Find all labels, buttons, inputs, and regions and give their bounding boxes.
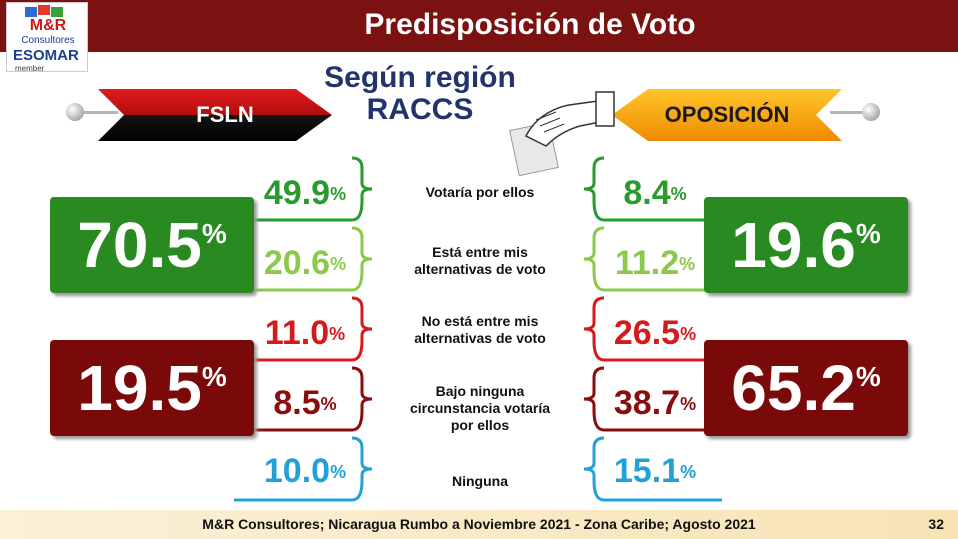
percent-sign: % <box>680 462 697 482</box>
fsln-bracket-r4 <box>234 366 373 432</box>
oposicion-value-r3: 26.5% <box>600 313 710 354</box>
subtitle-line1: Según región <box>324 61 516 94</box>
percent-sign: % <box>329 324 346 344</box>
oposicion-value-r4: 38.7% <box>600 383 710 424</box>
subtitle-line2: RACCS <box>366 93 474 126</box>
company-logo: M&R Consultores ESOMAR member <box>6 2 88 73</box>
value: 11.0 <box>264 314 330 352</box>
percent-sign: % <box>330 254 347 274</box>
value: 8.4 <box>623 174 671 212</box>
fsln-bracket-r2 <box>234 226 373 292</box>
row-label-r1: Votaría por ellos <box>400 184 560 201</box>
fsln-label: FSLN <box>196 102 254 127</box>
value: 8.5 <box>273 384 321 422</box>
left-knob-icon <box>66 103 84 121</box>
fsln-negative-value: 19.5 <box>77 352 202 424</box>
fsln-label-arrow: FSLN <box>98 89 332 141</box>
oposicion-positive-value: 19.6 <box>731 209 856 281</box>
chart-subtitle: Según región RACCS <box>300 62 540 126</box>
oposicion-label: OPOSICIÓN <box>664 102 790 127</box>
value: 20.6 <box>263 244 331 282</box>
right-knob-icon <box>862 103 880 121</box>
page-title: Predisposición de Voto <box>364 8 696 41</box>
footer-source: M&R Consultores; Nicaragua Rumbo a Novie… <box>202 516 756 532</box>
logo-name: M&R <box>29 17 67 34</box>
row-label-r3: No está entre mis alternativas de voto <box>400 313 560 347</box>
value: 11.2 <box>614 244 680 282</box>
percent-sign: % <box>680 394 697 414</box>
footer-bar: M&R Consultores; Nicaragua Rumbo a Novie… <box>0 510 958 539</box>
esomar-logo: ESOMAR <box>13 47 79 64</box>
oposicion-value-r2: 11.2% <box>600 243 710 284</box>
value: 49.9 <box>263 174 331 212</box>
page-number: 32 <box>928 516 944 532</box>
fsln-value-r1: 49.9% <box>250 173 360 214</box>
fsln-value-r5: 10.0% <box>250 451 360 492</box>
value: 15.1 <box>613 452 681 490</box>
value: 26.5 <box>613 314 681 352</box>
fsln-bracket-r5 <box>234 436 373 502</box>
left-rod <box>78 111 118 114</box>
row-label-r5: Ninguna <box>400 473 560 490</box>
label-line: por ellos <box>450 417 510 433</box>
oposicion-negative-value: 65.2 <box>731 352 856 424</box>
label-line: alternativas de voto <box>414 261 546 277</box>
label-line: Ninguna <box>452 473 508 489</box>
fsln-positive-total: 70.5% <box>50 197 254 293</box>
ballot-hand-icon <box>509 91 615 176</box>
fsln-positive-value: 70.5 <box>77 209 202 281</box>
oposicion-value-r1: 8.4% <box>600 173 710 214</box>
percent-sign: % <box>680 324 697 344</box>
oposicion-bracket-r3 <box>583 296 722 362</box>
oposicion-positive-total: 19.6% <box>704 197 908 293</box>
oposicion-label-arrow: OPOSICIÓN <box>612 89 842 141</box>
percent-sign: % <box>855 218 881 249</box>
fsln-value-r2: 20.6% <box>250 243 360 284</box>
label-line: Está entre mis <box>432 244 528 260</box>
header-bar: Predisposición de Voto <box>0 0 958 52</box>
percent-sign: % <box>320 394 337 414</box>
label-line: Bajo ninguna <box>435 383 525 399</box>
fsln-value-r3: 11.0% <box>250 313 360 354</box>
fsln-value-r4: 8.5% <box>250 383 360 424</box>
oposicion-negative-total: 65.2% <box>704 340 908 436</box>
percent-sign: % <box>201 361 227 392</box>
value: 10.0 <box>263 452 331 490</box>
percent-sign: % <box>330 462 347 482</box>
percent-sign: % <box>855 361 881 392</box>
percent-sign: % <box>670 184 687 204</box>
label-line: No está entre mis <box>421 313 539 329</box>
percent-sign: % <box>679 254 696 274</box>
right-rod <box>830 111 872 114</box>
label-line: circunstancia votaría <box>409 400 551 416</box>
row-label-r2: Está entre mis alternativas de voto <box>400 244 560 278</box>
percent-sign: % <box>201 218 227 249</box>
logo-sub: Consultores <box>21 35 75 46</box>
esomar-member: member <box>15 64 45 73</box>
label-line: Votaría por ellos <box>425 184 535 200</box>
fsln-arrow-shape <box>98 89 332 141</box>
logo-squares-icon <box>25 5 71 19</box>
oposicion-bracket-r4 <box>583 366 722 432</box>
oposicion-bracket-r1 <box>583 156 722 222</box>
oposicion-bracket-r2 <box>583 226 722 292</box>
fsln-bracket-r1 <box>234 156 373 222</box>
fsln-bracket-r3 <box>234 296 373 362</box>
fsln-negative-total: 19.5% <box>50 340 254 436</box>
oposicion-value-r5: 15.1% <box>600 451 710 492</box>
oposicion-arrow-shape <box>612 89 842 141</box>
oposicion-bracket-r5 <box>583 436 722 502</box>
row-label-r4: Bajo ninguna circunstancia votaría por e… <box>400 383 560 434</box>
percent-sign: % <box>330 184 347 204</box>
label-line: alternativas de voto <box>414 330 546 346</box>
value: 38.7 <box>613 384 681 422</box>
